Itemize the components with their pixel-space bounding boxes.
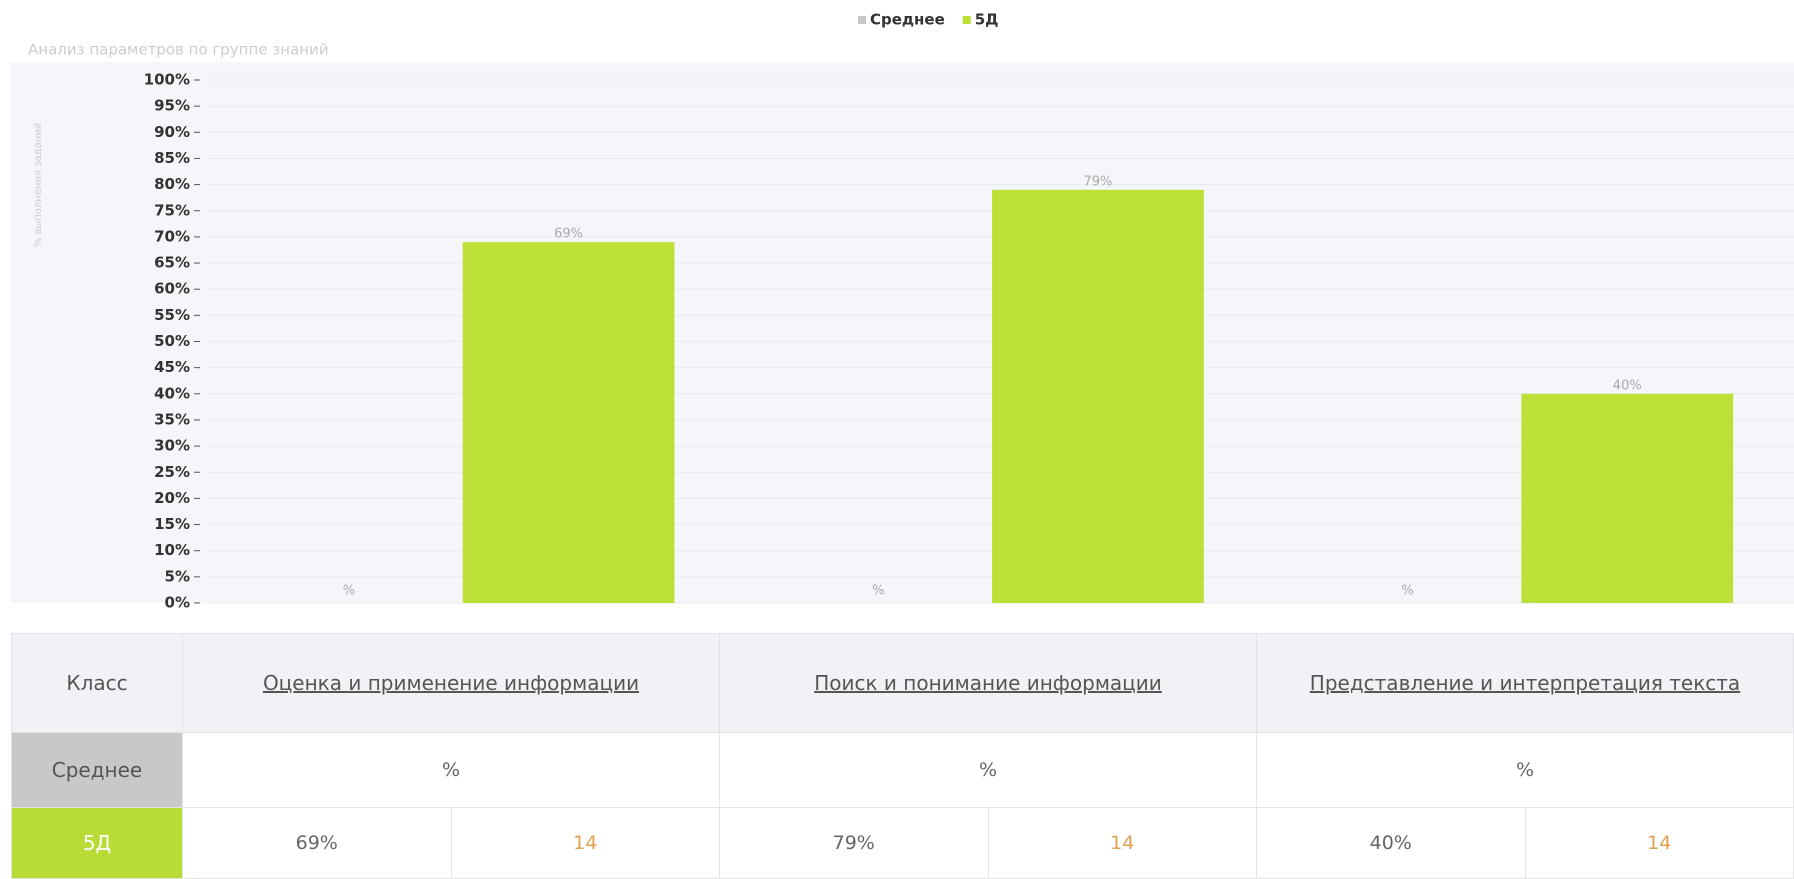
y-tick-label: 25% [154,463,190,481]
row-label: 5Д [11,807,183,879]
header-link[interactable]: Представление и интерпретация текста [1256,633,1794,733]
y-tick-label: 60% [154,280,190,298]
chart-title: Анализ параметров по группе знаний [28,41,329,59]
legend-swatch [858,16,866,24]
cell: % [1256,732,1794,808]
y-tick-label: 40% [154,384,190,402]
cell: 14 [987,807,1257,879]
y-tick-label: 100% [144,71,190,89]
row-label: Среднее [11,732,183,808]
legend-label: Среднее [870,11,945,29]
y-tick-label: 20% [154,489,190,507]
legend-label: 5Д [975,11,999,29]
y-tick-label: 90% [154,123,190,141]
bar [992,189,1204,603]
cell: 79% [719,807,989,879]
bar [1521,393,1734,603]
cell: 69% [182,807,452,879]
y-tick-label: 10% [154,541,190,559]
y-tick-label: 80% [154,175,190,193]
cell: 14 [1524,807,1794,879]
y-tick-label: 65% [154,254,190,272]
cell: 40% [1256,807,1526,879]
y-axis-label: % выполнения заданий [33,123,44,247]
bar [462,242,675,603]
data-label: % [1401,584,1413,599]
plot-background [10,62,1794,603]
cell: % [182,732,720,808]
y-tick-label: 85% [154,149,190,167]
y-tick-label: 0% [165,594,190,612]
data-label: 79% [1083,174,1112,189]
data-label: % [872,584,884,599]
header-link[interactable]: Оценка и применение информации [182,633,720,733]
y-tick-label: 95% [154,97,190,115]
y-tick-label: 75% [154,201,190,219]
y-tick-label: 45% [154,358,190,376]
y-tick-label: 55% [154,306,190,324]
y-tick-label: 15% [154,515,190,533]
data-label: 40% [1613,378,1642,393]
y-tick-label: 70% [154,227,190,245]
data-label: % [343,584,355,599]
header-link[interactable]: Поиск и понимание информации [719,633,1257,733]
y-tick-label: 30% [154,437,190,455]
header-cell: Класс [11,633,183,733]
cell: 14 [450,807,720,879]
data-label: 69% [554,227,583,242]
y-tick-label: 50% [154,332,190,350]
chart: Анализ параметров по группе знаний % вып… [10,11,1794,612]
legend-swatch [962,16,971,24]
y-tick-label: 35% [154,410,190,428]
y-tick-label: 5% [165,567,190,585]
cell: % [719,732,1257,808]
results-table: Класс Оценка и применение информации Пои… [11,633,1794,879]
